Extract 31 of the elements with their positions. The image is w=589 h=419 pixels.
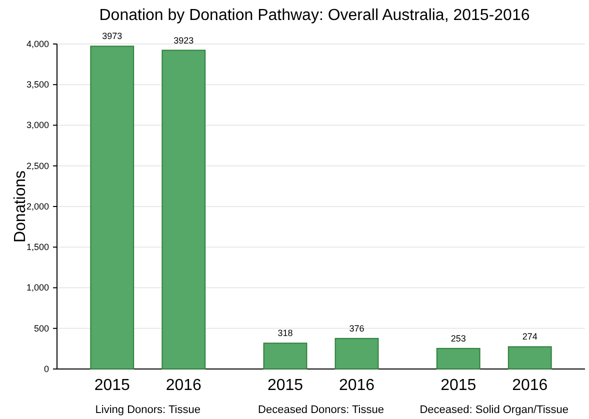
y-tick-label: 3,000: [26, 120, 49, 130]
text: 2016: [338, 377, 375, 394]
y-tick-label: 2,500: [26, 160, 49, 171]
x-tick-label: Living Donors: Tissue: [95, 404, 200, 416]
bar: [436, 348, 480, 370]
y-tick-label: 500: [34, 323, 49, 334]
y-tick-label: 2,000: [26, 201, 49, 212]
text: 2016: [512, 377, 548, 394]
data-label: 376: [349, 323, 364, 334]
x-tick-label: Deceased: Solid Organ/Tissue: [420, 404, 569, 416]
data-label: 253: [450, 333, 466, 344]
data-label: 318: [278, 328, 293, 338]
series-label: 2015: [94, 377, 130, 394]
bar: [162, 50, 206, 370]
bar: [263, 342, 308, 370]
y-tick-label: 3,500: [26, 80, 49, 90]
y-tick-label: 1,000: [26, 282, 49, 293]
bar: [508, 346, 552, 370]
data-label: 3923: [174, 35, 194, 46]
series-label: 2016: [166, 377, 202, 394]
data-label: 3973: [102, 31, 122, 42]
data-label: 274: [522, 332, 538, 342]
chart-title: Donation by Donation Pathway: Overall Australia, 2015-2016: [99, 7, 530, 24]
bar: [334, 338, 379, 370]
y-tick-label: 0: [44, 364, 49, 374]
x-tick-label: Deceased Donors: Tissue: [258, 404, 384, 416]
bar: [90, 46, 134, 370]
y-tick-label: 4,000: [26, 38, 49, 49]
text: 2015: [440, 377, 476, 394]
text: 2015: [267, 377, 304, 394]
y-tick-label: 1,500: [26, 242, 49, 252]
